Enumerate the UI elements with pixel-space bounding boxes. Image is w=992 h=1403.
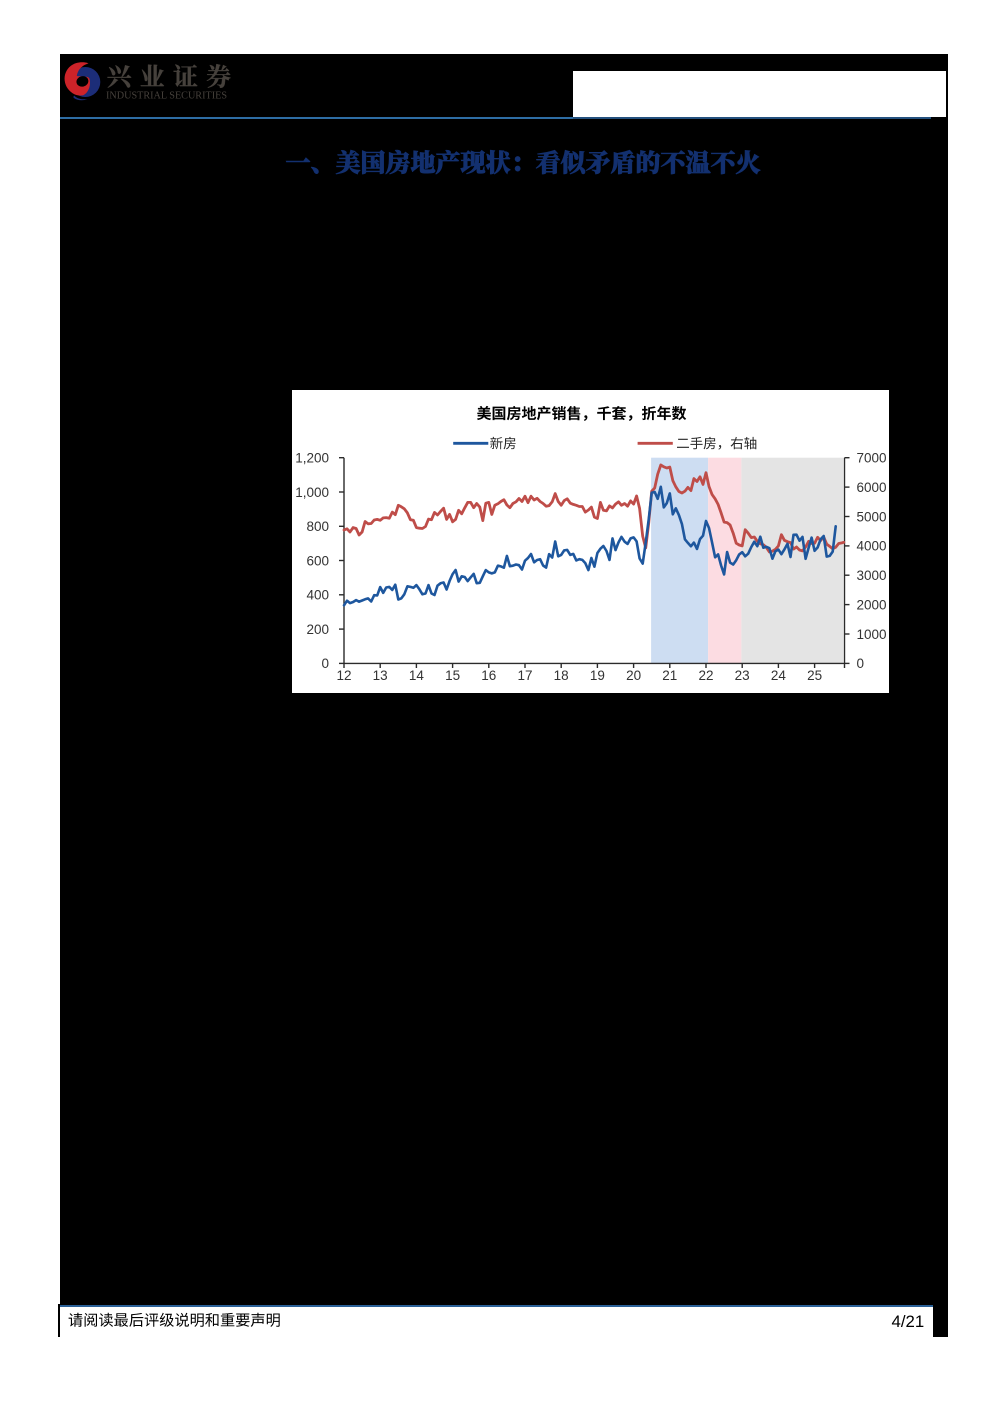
svg-text:800: 800 [306, 519, 329, 534]
svg-text:3000: 3000 [856, 568, 886, 583]
svg-text:7000: 7000 [856, 451, 886, 466]
svg-text:600: 600 [306, 553, 329, 568]
svg-text:12: 12 [336, 668, 351, 683]
svg-text:6000: 6000 [856, 480, 886, 495]
svg-text:15: 15 [445, 668, 460, 683]
svg-text:18: 18 [553, 668, 568, 683]
svg-text:1000: 1000 [856, 627, 886, 642]
svg-text:400: 400 [306, 588, 329, 603]
svg-text:13: 13 [372, 668, 387, 683]
svg-text:16: 16 [481, 668, 496, 683]
svg-text:14: 14 [408, 668, 424, 683]
svg-text:22: 22 [698, 668, 713, 683]
svg-text:1,200: 1,200 [295, 451, 329, 466]
svg-text:20: 20 [626, 668, 641, 683]
svg-text:17: 17 [517, 668, 532, 683]
svg-text:25: 25 [807, 668, 822, 683]
svg-text:4000: 4000 [856, 539, 886, 554]
svg-text:5000: 5000 [856, 509, 886, 524]
svg-text:0: 0 [321, 656, 329, 671]
svg-text:0: 0 [856, 656, 864, 671]
svg-text:1,000: 1,000 [295, 485, 329, 500]
svg-text:21: 21 [662, 668, 677, 683]
svg-text:23: 23 [734, 668, 749, 683]
svg-text:19: 19 [589, 668, 604, 683]
svg-text:2000: 2000 [856, 597, 886, 612]
svg-text:200: 200 [306, 622, 329, 637]
svg-text:24: 24 [770, 668, 786, 683]
